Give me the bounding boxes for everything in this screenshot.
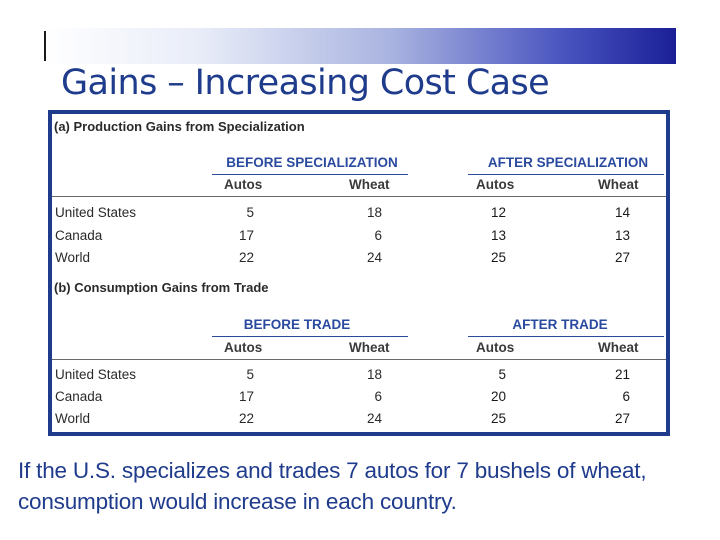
title-banner — [44, 28, 676, 64]
section-b-world-wheat-before: 24 — [366, 411, 382, 426]
section-a-canada-wheat-after: 13 — [614, 228, 630, 243]
section-b-col-autos-after: Autos — [476, 340, 515, 355]
section-a-world-wheat-before: 24 — [366, 250, 382, 265]
data-table-frame: (a) Production Gains from Specialization… — [48, 110, 670, 436]
section-b-group-before-underline — [212, 336, 408, 337]
section-b-us-autos-before: 5 — [246, 367, 254, 382]
section-b-world-autos-after: 25 — [490, 411, 506, 426]
section-a-group-before: BEFORE SPECIALIZATION — [226, 155, 398, 170]
section-a-canada-autos-before: 17 — [238, 228, 254, 243]
section-a-us-autos-before: 5 — [246, 205, 254, 220]
section-b-col-autos-before: Autos — [224, 340, 263, 355]
section-a-world-wheat-after: 27 — [614, 250, 630, 265]
section-b-us-wheat-before: 18 — [366, 367, 382, 382]
section-a-group-before-underline — [212, 174, 408, 175]
section-b-canada-autos-before: 17 — [238, 389, 254, 404]
section-b-us-autos-after: 5 — [498, 367, 506, 382]
section-a-canada-autos-after: 13 — [490, 228, 506, 243]
section-a-header-rule — [52, 196, 666, 197]
section-b-world-wheat-after: 27 — [614, 411, 630, 426]
section-b-row-label-world: World — [55, 411, 91, 426]
section-a-canada-wheat-before: 6 — [374, 228, 382, 243]
section-b-title: (b) Consumption Gains from Trade — [54, 280, 269, 295]
section-a-col-autos-after: Autos — [476, 177, 515, 192]
section-a-col-wheat-before: Wheat — [349, 177, 390, 192]
section-b-group-before: BEFORE TRADE — [243, 317, 351, 332]
section-b-canada-wheat-after: 6 — [622, 389, 630, 404]
section-a-col-autos-before: Autos — [224, 177, 263, 192]
section-a-world-autos-after: 25 — [490, 250, 506, 265]
slide-title: Gains – Increasing Cost Case — [61, 63, 550, 103]
slide-caption: If the U.S. specializes and trades 7 aut… — [18, 458, 647, 514]
section-b-row-label-united-states: United States — [55, 367, 137, 382]
section-a-us-autos-after: 12 — [490, 205, 506, 220]
section-b-world-autos-before: 22 — [238, 411, 254, 426]
section-a-us-wheat-after: 14 — [614, 205, 630, 220]
section-a-row-label-canada: Canada — [55, 228, 103, 243]
section-a-title: (a) Production Gains from Specialization — [54, 119, 305, 134]
section-b-group-after-underline — [468, 336, 664, 337]
data-table: (a) Production Gains from Specialization… — [52, 114, 666, 432]
section-a-us-wheat-before: 18 — [366, 205, 382, 220]
section-a-group-after-underline — [468, 174, 664, 175]
section-a-group-after: AFTER SPECIALIZATION — [487, 155, 649, 170]
section-b-row-label-canada: Canada — [55, 389, 103, 404]
section-b-group-after: AFTER TRADE — [512, 317, 608, 332]
section-a-col-wheat-after: Wheat — [598, 177, 639, 192]
section-b-header-rule — [52, 359, 666, 360]
section-b-canada-wheat-before: 6 — [374, 389, 382, 404]
section-b-us-wheat-after: 21 — [614, 367, 630, 382]
section-b-col-wheat-before: Wheat — [349, 340, 390, 355]
section-a-world-autos-before: 22 — [238, 250, 254, 265]
banner-accent-line — [44, 31, 46, 61]
section-b-col-wheat-after: Wheat — [598, 340, 639, 355]
section-a-row-label-united-states: United States — [55, 205, 137, 220]
section-b-canada-autos-after: 20 — [490, 389, 506, 404]
section-a-row-label-world: World — [55, 250, 91, 265]
